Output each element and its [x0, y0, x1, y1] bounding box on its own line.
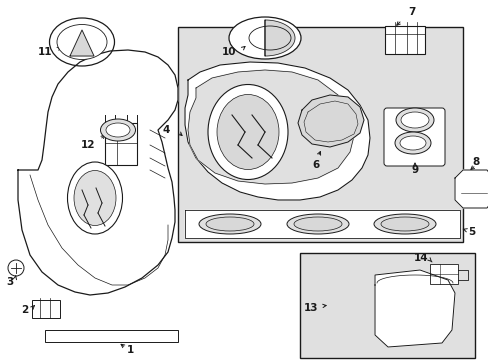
Bar: [32, 300, 60, 318]
Polygon shape: [187, 70, 354, 184]
Bar: [429, 264, 457, 284]
Ellipse shape: [74, 171, 116, 225]
Ellipse shape: [207, 85, 287, 180]
Polygon shape: [184, 62, 369, 200]
Text: 13: 13: [303, 303, 317, 313]
Ellipse shape: [49, 18, 114, 66]
Ellipse shape: [399, 136, 425, 150]
Polygon shape: [374, 270, 454, 347]
Bar: [384, 26, 424, 54]
Text: 8: 8: [472, 157, 479, 167]
Bar: [299, 253, 474, 358]
Text: 2: 2: [20, 305, 28, 315]
Polygon shape: [264, 20, 294, 56]
Ellipse shape: [67, 162, 122, 234]
FancyBboxPatch shape: [383, 108, 444, 166]
Circle shape: [8, 260, 24, 276]
Text: 1: 1: [126, 345, 133, 355]
Ellipse shape: [293, 217, 341, 231]
Ellipse shape: [400, 112, 428, 128]
Ellipse shape: [286, 214, 348, 234]
Ellipse shape: [205, 217, 253, 231]
Text: 4: 4: [163, 125, 170, 135]
Polygon shape: [18, 50, 178, 295]
Text: 3: 3: [7, 277, 14, 287]
Text: 11: 11: [38, 47, 52, 57]
Ellipse shape: [228, 17, 301, 59]
Ellipse shape: [380, 217, 428, 231]
Text: 6: 6: [312, 160, 319, 170]
Ellipse shape: [395, 108, 433, 132]
Text: 7: 7: [407, 7, 414, 17]
Polygon shape: [454, 170, 488, 208]
Text: 12: 12: [81, 140, 95, 150]
Text: 9: 9: [410, 165, 418, 175]
Polygon shape: [70, 30, 94, 56]
Bar: [45, 330, 178, 342]
Text: 14: 14: [412, 253, 427, 263]
Ellipse shape: [373, 214, 435, 234]
Ellipse shape: [394, 132, 430, 154]
Text: 10: 10: [221, 47, 236, 57]
Ellipse shape: [106, 123, 130, 137]
Polygon shape: [297, 95, 363, 147]
Polygon shape: [184, 210, 459, 238]
Bar: [178, 27, 462, 242]
Text: 5: 5: [467, 227, 474, 237]
Ellipse shape: [101, 119, 135, 141]
Ellipse shape: [199, 214, 261, 234]
Ellipse shape: [57, 24, 107, 59]
Bar: [105, 123, 137, 165]
Ellipse shape: [217, 94, 279, 170]
